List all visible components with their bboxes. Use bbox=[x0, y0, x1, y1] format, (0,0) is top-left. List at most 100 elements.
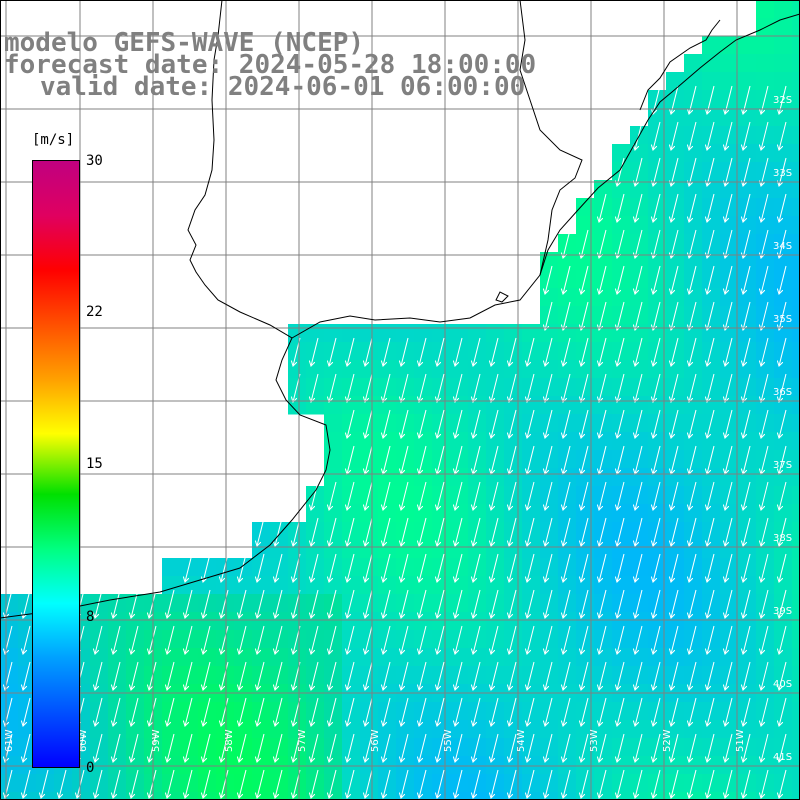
wind-speed-cell bbox=[774, 126, 793, 145]
wind-speed-cell bbox=[342, 630, 361, 649]
wind-speed-cell bbox=[630, 522, 649, 541]
wind-speed-cell bbox=[738, 306, 757, 325]
wind-arrow bbox=[59, 769, 67, 798]
wind-speed-cell bbox=[162, 594, 181, 613]
wind-speed-cell bbox=[684, 54, 703, 73]
wind-speed-cell bbox=[468, 648, 487, 667]
wind-speed-cell bbox=[792, 288, 800, 307]
wind-arrow bbox=[437, 517, 445, 546]
wind-arrow bbox=[365, 733, 373, 762]
wind-arrow bbox=[95, 589, 103, 618]
wind-speed-cell bbox=[684, 522, 703, 541]
wind-arrow bbox=[599, 193, 607, 222]
wind-speed-cell bbox=[756, 54, 775, 73]
wind-arrow bbox=[617, 697, 625, 726]
wind-speed-cell bbox=[666, 756, 685, 775]
wind-arrow bbox=[581, 409, 589, 438]
wind-arrow bbox=[671, 337, 679, 366]
wind-speed-cell bbox=[792, 306, 800, 325]
wind-arrow bbox=[635, 553, 643, 582]
wind-speed-cell bbox=[792, 18, 800, 37]
wind-speed-cell bbox=[216, 630, 235, 649]
wind-arrow bbox=[761, 697, 769, 726]
wind-arrow bbox=[563, 337, 571, 366]
wind-speed-cell bbox=[360, 666, 379, 685]
wind-speed-cell bbox=[684, 576, 703, 595]
wind-speed-cell bbox=[342, 774, 361, 793]
wind-speed-cell bbox=[450, 522, 469, 541]
wind-speed-cell bbox=[738, 144, 757, 163]
wind-arrow bbox=[383, 625, 391, 654]
wind-speed-cell bbox=[504, 522, 523, 541]
wind-speed-cell bbox=[738, 288, 757, 307]
wind-speed-cell bbox=[792, 162, 800, 181]
wind-speed-cell bbox=[792, 576, 800, 595]
wind-speed-cell bbox=[522, 378, 541, 397]
wind-arrow bbox=[689, 697, 697, 726]
wind-speed-cell bbox=[324, 396, 343, 415]
wind-speed-cell bbox=[414, 432, 433, 451]
wind-speed-cell bbox=[342, 648, 361, 667]
wind-speed-cell bbox=[306, 774, 325, 793]
wind-arrow bbox=[95, 661, 103, 690]
wind-speed-cell bbox=[252, 612, 271, 631]
wind-speed-cell bbox=[360, 522, 379, 541]
wind-speed-cell bbox=[360, 324, 379, 343]
wind-speed-cell bbox=[702, 666, 721, 685]
wind-speed-cell bbox=[720, 234, 739, 253]
wind-speed-cell bbox=[666, 360, 685, 379]
wind-speed-cell bbox=[252, 630, 271, 649]
wind-arrow bbox=[743, 625, 751, 654]
wind-speed-cell bbox=[594, 306, 613, 325]
wind-speed-cell bbox=[486, 540, 505, 559]
wind-arrow bbox=[545, 625, 553, 654]
wind-speed-cell bbox=[792, 144, 800, 163]
wind-arrow bbox=[365, 589, 373, 618]
wind-speed-cell bbox=[558, 468, 577, 487]
wind-speed-cell bbox=[630, 558, 649, 577]
wind-speed-cell bbox=[216, 558, 235, 577]
wind-arrow bbox=[653, 337, 661, 366]
wind-arrow bbox=[113, 625, 121, 654]
wind-speed-cell bbox=[684, 180, 703, 199]
wind-arrow bbox=[707, 445, 715, 474]
wind-speed-cell bbox=[378, 504, 397, 523]
wind-arrow bbox=[437, 625, 445, 654]
wind-arrow bbox=[725, 157, 733, 186]
wind-speed-cell bbox=[396, 558, 415, 577]
wind-speed-cell bbox=[702, 594, 721, 613]
wind-arrow bbox=[599, 373, 607, 402]
wind-speed-cell bbox=[360, 648, 379, 667]
wind-speed-cell bbox=[702, 126, 721, 145]
wind-arrow bbox=[419, 337, 427, 366]
wind-arrow bbox=[365, 661, 373, 690]
wind-speed-cell bbox=[198, 720, 217, 739]
wind-speed-cell bbox=[540, 792, 559, 800]
wind-arrow bbox=[545, 445, 553, 474]
wind-arrow bbox=[779, 301, 787, 330]
wind-speed-cell bbox=[720, 342, 739, 361]
wind-arrow bbox=[779, 337, 787, 366]
wind-speed-cell bbox=[540, 288, 559, 307]
wind-arrow bbox=[761, 337, 769, 366]
wind-speed-cell bbox=[522, 468, 541, 487]
wind-arrow bbox=[437, 445, 445, 474]
wind-speed-cell bbox=[0, 738, 19, 757]
wind-speed-cell bbox=[414, 450, 433, 469]
wind-speed-cell bbox=[468, 522, 487, 541]
wind-speed-cell bbox=[738, 648, 757, 667]
wind-speed-cell bbox=[396, 702, 415, 721]
wind-speed-cell bbox=[630, 396, 649, 415]
colorbar-tick-15: 15 bbox=[86, 456, 103, 472]
wind-speed-cell bbox=[90, 666, 109, 685]
wind-arrow bbox=[113, 697, 121, 726]
wind-speed-cell bbox=[108, 792, 127, 800]
wind-speed-cell bbox=[684, 288, 703, 307]
wind-speed-cell bbox=[594, 396, 613, 415]
wind-speed-cell bbox=[360, 576, 379, 595]
wind-speed-cell bbox=[378, 702, 397, 721]
wind-speed-cell bbox=[342, 450, 361, 469]
wind-arrow bbox=[437, 409, 445, 438]
wind-speed-cell bbox=[774, 738, 793, 757]
